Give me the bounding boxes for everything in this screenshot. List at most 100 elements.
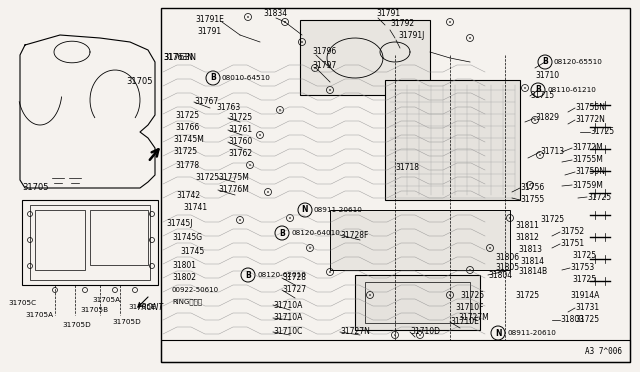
Text: 31705D: 31705D bbox=[62, 322, 91, 328]
Text: 31745G: 31745G bbox=[172, 234, 202, 243]
Text: 31715: 31715 bbox=[530, 90, 554, 99]
Bar bbox=[355, 275, 480, 330]
Text: 31806: 31806 bbox=[495, 253, 519, 263]
Text: 31725: 31725 bbox=[590, 128, 614, 137]
Bar bbox=[365, 282, 470, 323]
Text: 31725: 31725 bbox=[460, 291, 484, 299]
Text: 31705C: 31705C bbox=[8, 300, 36, 306]
Text: B: B bbox=[535, 86, 541, 94]
Text: 31727N: 31727N bbox=[340, 327, 370, 337]
Text: 31718: 31718 bbox=[395, 164, 419, 173]
Text: 31759N: 31759N bbox=[575, 167, 605, 176]
Bar bbox=[330, 210, 510, 270]
Text: 31760: 31760 bbox=[228, 138, 252, 147]
Circle shape bbox=[524, 87, 526, 89]
Circle shape bbox=[369, 294, 371, 296]
Text: 31705A: 31705A bbox=[92, 297, 120, 303]
Text: B: B bbox=[279, 228, 285, 237]
Text: 31705: 31705 bbox=[22, 183, 49, 192]
Text: 31728: 31728 bbox=[282, 273, 306, 282]
Text: 31745J: 31745J bbox=[166, 219, 193, 228]
Text: 31791: 31791 bbox=[376, 10, 400, 19]
Text: 31804: 31804 bbox=[488, 270, 512, 279]
Text: 31752: 31752 bbox=[560, 228, 584, 237]
Text: 31710E: 31710E bbox=[450, 317, 479, 327]
Text: 00922-50610: 00922-50610 bbox=[172, 287, 219, 293]
Text: 31811: 31811 bbox=[515, 221, 539, 230]
Circle shape bbox=[419, 334, 421, 336]
Text: 31814: 31814 bbox=[520, 257, 544, 266]
Text: FRONT: FRONT bbox=[138, 304, 164, 312]
Bar bbox=[35, 210, 85, 270]
Text: 31725: 31725 bbox=[515, 291, 539, 299]
Text: 08110-61210: 08110-61210 bbox=[547, 87, 596, 93]
Text: 31725: 31725 bbox=[195, 173, 219, 183]
Text: 31725: 31725 bbox=[540, 215, 564, 224]
Text: 31801: 31801 bbox=[172, 260, 196, 269]
Text: 31766: 31766 bbox=[175, 122, 199, 131]
Bar bbox=[385, 80, 520, 200]
Text: 31761: 31761 bbox=[228, 125, 252, 135]
Text: 31725: 31725 bbox=[575, 315, 599, 324]
Text: 31727: 31727 bbox=[282, 285, 306, 295]
Text: 31791: 31791 bbox=[197, 28, 221, 36]
Text: 31725: 31725 bbox=[587, 192, 611, 202]
Text: 31710C: 31710C bbox=[273, 327, 302, 337]
Text: 31741: 31741 bbox=[183, 203, 207, 212]
Circle shape bbox=[469, 269, 471, 271]
Text: 31778: 31778 bbox=[175, 160, 199, 170]
Text: 31727M: 31727M bbox=[458, 314, 489, 323]
Circle shape bbox=[449, 21, 451, 23]
Text: 08120-65510: 08120-65510 bbox=[554, 59, 603, 65]
Text: 31710D: 31710D bbox=[410, 327, 440, 337]
Bar bbox=[161, 8, 630, 362]
Text: 31725: 31725 bbox=[173, 148, 197, 157]
Circle shape bbox=[284, 21, 286, 23]
Bar bbox=[300, 20, 430, 95]
Text: 31710: 31710 bbox=[535, 71, 559, 80]
Text: 08911-20610: 08911-20610 bbox=[507, 330, 556, 336]
Text: 08120-62010: 08120-62010 bbox=[257, 272, 306, 278]
Text: 31802: 31802 bbox=[172, 273, 196, 282]
Circle shape bbox=[279, 109, 281, 111]
Text: 31763N: 31763N bbox=[163, 52, 193, 61]
Circle shape bbox=[509, 217, 511, 219]
Text: 31753: 31753 bbox=[570, 263, 595, 273]
Text: 31756: 31756 bbox=[520, 183, 544, 192]
Text: 31725: 31725 bbox=[572, 276, 596, 285]
Text: 08911-20610: 08911-20610 bbox=[314, 207, 363, 213]
Text: 31755N: 31755N bbox=[575, 103, 605, 112]
Text: 31705E: 31705E bbox=[128, 304, 156, 310]
Circle shape bbox=[329, 89, 331, 91]
Circle shape bbox=[394, 334, 396, 336]
Text: 31796: 31796 bbox=[312, 48, 336, 57]
Bar bbox=[90, 210, 148, 265]
Circle shape bbox=[289, 217, 291, 219]
Text: 31745M: 31745M bbox=[173, 135, 204, 144]
Text: 08120-64010: 08120-64010 bbox=[291, 230, 340, 236]
Text: 31812: 31812 bbox=[515, 232, 539, 241]
Circle shape bbox=[449, 294, 451, 296]
Circle shape bbox=[489, 247, 491, 249]
Text: 31763N: 31763N bbox=[163, 52, 196, 61]
Circle shape bbox=[249, 164, 251, 166]
Text: 31713: 31713 bbox=[540, 148, 564, 157]
Text: 31705D: 31705D bbox=[112, 319, 141, 325]
Text: 31745: 31745 bbox=[180, 247, 204, 257]
Text: 31763: 31763 bbox=[216, 103, 240, 112]
Circle shape bbox=[309, 247, 311, 249]
Text: 31725: 31725 bbox=[228, 113, 252, 122]
Text: 31742: 31742 bbox=[176, 190, 200, 199]
Text: 31803: 31803 bbox=[560, 315, 584, 324]
Text: 31805: 31805 bbox=[495, 263, 519, 273]
Text: 31776M: 31776M bbox=[218, 186, 249, 195]
Text: 31725: 31725 bbox=[175, 110, 199, 119]
Text: 31775M: 31775M bbox=[218, 173, 249, 183]
Circle shape bbox=[469, 37, 471, 39]
Bar bbox=[22, 200, 158, 285]
Text: 31762: 31762 bbox=[228, 150, 252, 158]
Text: 31728F: 31728F bbox=[340, 231, 369, 240]
Text: 31772M: 31772M bbox=[572, 144, 603, 153]
Circle shape bbox=[314, 67, 316, 69]
Text: 31710A: 31710A bbox=[273, 314, 302, 323]
